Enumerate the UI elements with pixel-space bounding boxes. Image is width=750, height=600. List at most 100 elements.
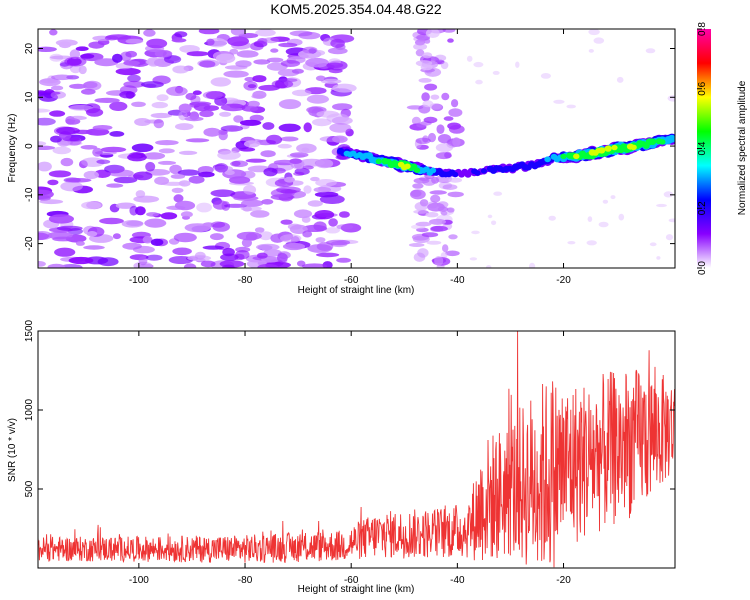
- noise-blob: [68, 256, 94, 265]
- noise-blob: [170, 174, 186, 179]
- noise-blob: [186, 51, 209, 57]
- noise-blob: [249, 114, 264, 122]
- noise-blob: [434, 256, 444, 266]
- x-tick-label: -100: [129, 575, 149, 586]
- noise-blob: [447, 191, 464, 198]
- signal-mark: [375, 158, 382, 164]
- noise-blob: [185, 138, 210, 143]
- noise-blob: [327, 47, 348, 55]
- noise-blob: [645, 48, 656, 54]
- noise-blob: [441, 92, 450, 101]
- noise-blob: [277, 69, 300, 77]
- noise-blob: [233, 195, 259, 201]
- noise-blob: [487, 214, 493, 219]
- signal-mark: [604, 145, 612, 152]
- noise-blob: [426, 240, 442, 245]
- noise-blob: [282, 242, 306, 251]
- x-tick-label: -60: [344, 575, 359, 586]
- noise-blob: [301, 263, 328, 268]
- noise-blob: [262, 122, 275, 130]
- noise-blob: [247, 100, 260, 108]
- x-tick-label: -60: [344, 275, 359, 286]
- noise-blob: [183, 263, 197, 268]
- noise-blob: [665, 234, 674, 241]
- x-tick-label: -80: [238, 275, 253, 286]
- noise-blob: [448, 234, 458, 240]
- y-tick-label: -10: [24, 187, 35, 202]
- noise-blob: [408, 243, 425, 247]
- noise-blob: [320, 78, 342, 84]
- noise-blob: [241, 199, 264, 207]
- noise-blob: [310, 176, 320, 182]
- noise-blob: [134, 118, 151, 126]
- noise-blob: [332, 135, 348, 143]
- noise-blob: [260, 150, 276, 158]
- noise-blob: [314, 210, 335, 220]
- noise-blob: [427, 202, 445, 212]
- signal-mark: [413, 167, 421, 173]
- noise-blob: [280, 136, 299, 142]
- noise-blob: [202, 91, 223, 100]
- noise-blob: [663, 191, 674, 198]
- noise-blob: [437, 134, 452, 144]
- noise-blob: [278, 123, 301, 132]
- noise-blob: [445, 250, 460, 257]
- noise-blob: [54, 247, 76, 257]
- signal-mark: [667, 134, 675, 143]
- y-tick-label: 20: [24, 43, 35, 55]
- noise-blob: [234, 253, 245, 261]
- noise-blob: [548, 215, 556, 221]
- noise-blob: [587, 216, 593, 223]
- spectrogram-x-ticks: -100 -80 -60 -40 -20: [129, 29, 571, 286]
- noise-blob: [144, 218, 167, 228]
- noise-blob: [199, 110, 214, 118]
- noise-blob: [94, 97, 120, 103]
- noise-blob: [210, 189, 236, 197]
- noise-blob: [223, 70, 249, 78]
- noise-blob: [649, 242, 657, 247]
- snr-series: [38, 331, 675, 568]
- noise-blob: [656, 203, 667, 208]
- noise-blob: [192, 90, 202, 95]
- noise-blob: [254, 227, 265, 233]
- noise-blob: [199, 60, 216, 68]
- noise-blob: [306, 94, 329, 104]
- colorbar-label: Normalized spectral amplitude: [737, 80, 748, 215]
- noise-blob: [129, 205, 139, 216]
- noise-blob: [184, 223, 211, 233]
- noise-blob: [492, 70, 500, 75]
- noise-blob: [338, 211, 350, 218]
- noise-blob: [291, 89, 312, 97]
- noise-blob: [266, 134, 283, 145]
- noise-blob: [330, 38, 345, 49]
- noise-blob: [424, 83, 438, 91]
- noise-blob: [410, 189, 422, 197]
- noise-blob: [447, 122, 461, 130]
- noise-blob: [49, 110, 66, 117]
- noise-blob: [540, 73, 552, 79]
- snr-x-ticks: -100 -80 -60 -40 -20: [129, 331, 571, 586]
- noise-blob: [241, 238, 252, 248]
- noise-blob: [417, 248, 429, 258]
- noise-blob: [178, 150, 198, 155]
- noise-blob: [171, 187, 184, 193]
- signal-mark: [598, 147, 606, 154]
- y-tick-label: 500: [24, 480, 35, 497]
- noise-blob: [138, 256, 148, 266]
- noise-blob: [466, 55, 473, 62]
- noise-blob: [174, 200, 196, 211]
- noise-blob: [177, 169, 200, 176]
- signal-mark: [560, 153, 567, 159]
- noise-blob: [302, 230, 313, 238]
- noise-blob: [277, 252, 288, 263]
- noise-blob: [38, 141, 47, 146]
- noise-blob: [69, 104, 93, 111]
- noise-blob: [153, 118, 164, 129]
- noise-blob: [315, 237, 326, 243]
- x-tick-label: -20: [556, 275, 571, 286]
- y-tick-label: 1000: [24, 398, 35, 421]
- noise-blob: [94, 58, 119, 67]
- noise-blob: [60, 157, 74, 167]
- chart-title: KOM5.2025.354.04.48.G22: [270, 1, 441, 17]
- noise-blob: [326, 62, 344, 69]
